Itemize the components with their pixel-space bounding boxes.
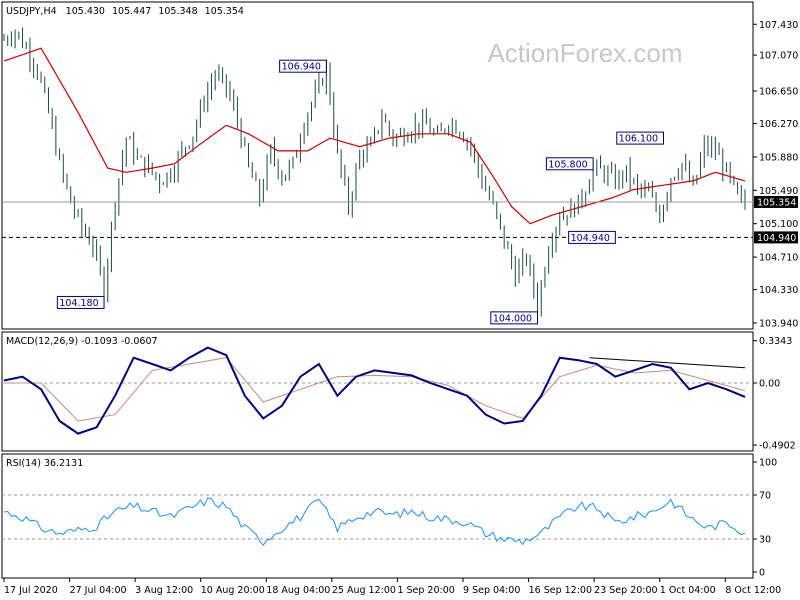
- chart-marks: 107.430 107.070 106.650 106.270 105.880 105.4…: [2, 20, 798, 596]
- moving-average-line: [3, 47, 746, 225]
- price-level-tag: [754, 231, 798, 244]
- annotation-label: 104.000: [493, 313, 532, 324]
- price-axis-tick-label: 105.100: [759, 219, 798, 230]
- symbol-open: 105.430: [66, 6, 105, 17]
- price-axis-tick-label: 106.270: [759, 119, 798, 130]
- x-axis-tick-label: 9 Sep 04:00: [463, 585, 520, 596]
- macd-panel: MACD(12,26,9) -0.1093 -0.0607: [1, 331, 754, 452]
- annotation-label: 104.180: [59, 298, 98, 309]
- x-axis-tick-label: 1 Sep 20:00: [397, 585, 454, 596]
- price-axis-tick-label: 105.880: [759, 152, 798, 163]
- price-level-tag-label: 105.354: [757, 197, 796, 208]
- rsi-label: RSI(14) 36.2131: [6, 458, 83, 469]
- rsi-panel: RSI(14) 36.2131: [1, 453, 754, 579]
- rsi-axis-tick-label: 30: [759, 535, 771, 546]
- annotation-label: 104.940: [571, 233, 610, 244]
- macd-label: MACD(12,26,9) -0.1093 -0.0607: [6, 336, 158, 347]
- annotation-label: 106.940: [282, 62, 321, 73]
- rsi-axis-tick-label: 0: [759, 568, 765, 579]
- macd-axis-tick-label: 0.3343: [759, 336, 792, 347]
- rsi-panel-frame: [1, 453, 754, 579]
- annotation-box: [56, 295, 105, 309]
- annotation-box: [616, 131, 664, 145]
- x-axis-tick-label: 10 Aug 20:00: [201, 585, 265, 596]
- symbol-high: 105.447: [112, 6, 151, 17]
- price-axis-tick-label: 107.070: [759, 51, 798, 62]
- x-axis-tick-label: 18 Aug 04:00: [266, 585, 330, 596]
- symbol-name: USDJPY,H4: [6, 6, 57, 17]
- rsi-line: [3, 497, 746, 546]
- macd-panel-frame: [1, 331, 754, 452]
- annotation-label: 106.100: [619, 134, 658, 145]
- price-axis-tick-label: 104.710: [759, 253, 798, 264]
- price-axis-tick-label: 105.490: [759, 186, 798, 197]
- annotation-box: [490, 311, 539, 325]
- x-axis-tick-label: 23 Sep 20:00: [594, 585, 657, 596]
- symbol-low: 105.348: [158, 6, 197, 17]
- price-panel: ActionForex.com USDJPY,H4 105.430 105.44…: [1, 1, 754, 330]
- x-axis-tick-label: 17 Jul 2020: [4, 585, 58, 596]
- price-axis-tick-label: 107.430: [759, 20, 798, 31]
- price-axis-tick-label: 106.650: [759, 87, 798, 98]
- rsi-axis-tick-label: 100: [759, 458, 777, 469]
- x-axis-tick-label: 8 Oct 12:00: [725, 585, 781, 596]
- price-level-tag-label: 104.940: [757, 233, 796, 244]
- annotation-box: [568, 230, 616, 244]
- macd-signal-line: [4, 357, 746, 422]
- x-axis-tick-label: 27 Jul 04:00: [70, 585, 127, 596]
- macd-trendline: [589, 357, 746, 369]
- watermark: ActionForex.com: [487, 38, 682, 68]
- price-axis-tick-label: 103.940: [759, 319, 798, 330]
- x-axis-tick-label: 25 Aug 12:00: [332, 585, 396, 596]
- x-axis-tick-label: 3 Aug 12:00: [135, 585, 193, 596]
- macd-axis-tick-label: 0.00: [759, 379, 780, 390]
- x-axis-tick-label: 1 Oct 04:00: [660, 585, 716, 596]
- macd-line: [3, 346, 746, 435]
- price-axis-tick-label: 104.330: [759, 285, 798, 296]
- annotation-box: [545, 157, 594, 171]
- symbol-close: 105.354: [205, 6, 244, 17]
- annotation-box: [279, 59, 327, 73]
- macd-axis-tick-label: -0.4902: [759, 441, 796, 452]
- rsi-axis-tick-label: 70: [759, 491, 771, 502]
- symbol-info: USDJPY,H4 105.430 105.447 105.348 105.35…: [6, 6, 244, 17]
- price-panel-frame: [1, 1, 754, 330]
- price-level-tag: [754, 195, 798, 208]
- annotation-label: 105.800: [548, 159, 587, 170]
- x-axis-tick-label: 16 Sep 12:00: [529, 585, 592, 596]
